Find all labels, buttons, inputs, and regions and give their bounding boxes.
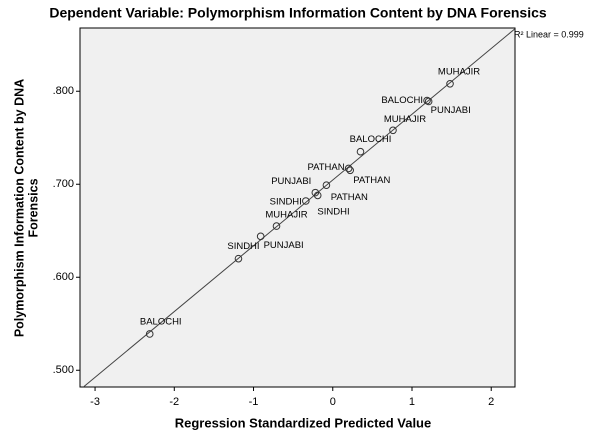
point (234, 254, 243, 263)
x-tick-label: 0 (330, 396, 336, 408)
point-label: BALOCHI (140, 317, 182, 328)
point-label: PUNJABI (264, 240, 304, 251)
x-tick-label: -1 (249, 396, 259, 408)
point-label: PATHAN (353, 175, 390, 186)
y-axis-label: Polymorphism Information Content by DNA (12, 79, 26, 337)
y-axis-label: Forensics (26, 178, 40, 237)
point (145, 330, 154, 338)
point (356, 147, 365, 156)
y-tick-label: .600 (53, 271, 74, 283)
point (256, 232, 265, 241)
point-label: PATHAN (307, 162, 344, 173)
point (322, 181, 331, 189)
x-tick-label: 2 (488, 396, 494, 408)
fit-line (82, 28, 515, 387)
point-label: MUHAJIR (438, 66, 480, 77)
y-tick-label: .700 (53, 178, 74, 190)
fit-label: R² Linear = 0.999 (514, 29, 584, 39)
point-label: MUHAJIR (265, 210, 307, 221)
y-tick-label: .800 (53, 85, 74, 97)
point-label: PUNJABI (431, 105, 471, 116)
point-label: SINDHI (317, 207, 349, 218)
y-tick-label: .500 (53, 364, 74, 376)
point (346, 166, 354, 175)
x-tick-label: -3 (90, 396, 100, 408)
point-label: SINDHI (270, 197, 302, 208)
point-label: SINDHI (227, 241, 259, 252)
point (423, 96, 431, 105)
point-label: MUHAJIR (384, 114, 426, 125)
point (272, 222, 281, 230)
point-label: PATHAN (331, 192, 368, 203)
x-axis-label: Regression Standardized Predicted Value (175, 415, 431, 430)
point (424, 97, 433, 106)
point (446, 80, 454, 88)
point-label: BALOCHI (381, 95, 423, 106)
y-axis-label-group: Polymorphism Information Content by DNA … (12, 79, 40, 337)
point (389, 126, 397, 135)
point (313, 191, 322, 200)
x-tick-label: 1 (409, 396, 415, 408)
chart-title: Dependent Variable: Polymorphism Informa… (49, 5, 547, 21)
plot-area (79, 27, 516, 388)
point-label: BALOCHI (350, 134, 392, 145)
point (344, 164, 353, 173)
point (302, 197, 310, 205)
point-label: PUNJABI (271, 176, 311, 187)
x-tick-label: -2 (169, 396, 179, 408)
